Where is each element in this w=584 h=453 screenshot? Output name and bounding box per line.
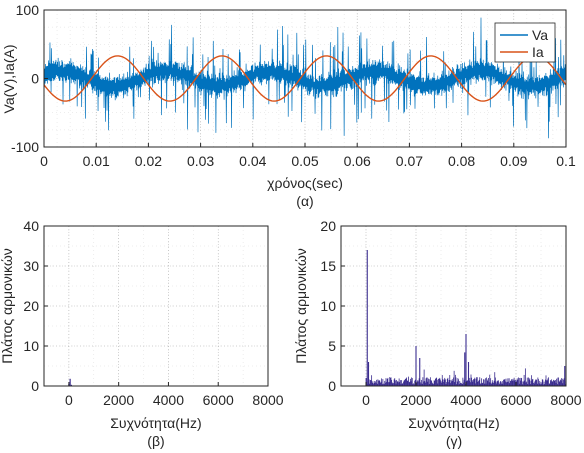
chart-a-xtick-label: 0 [40,153,48,169]
chart-a-x-ticks: 0 0.01 0.02 0.03 0.04 0.05 0.06 0.07 0.08 0.09 0.1 [40,143,576,169]
chart-c-ytick-label: 5 [328,338,336,354]
chart-a-legend: Va Ia [494,22,556,63]
legend-box [494,22,556,63]
chart-a-xlabel: χρόνος(sec) [267,175,343,191]
chart-b-xtick-label: 2000 [103,392,134,408]
chart-b-ytick-label: 40 [23,218,39,234]
chart-b-x-ticks: 0 2000 4000 6000 8000 [65,382,284,408]
chart-a-y-ticks: 100 0 -100 [11,2,48,155]
chart-a-xtick-label: 0.07 [396,153,423,169]
chart-c-y-ticks: 20 15 10 5 0 [320,218,345,394]
chart-c-bars [365,250,567,386]
chart-b-ytick-label: 20 [23,298,39,314]
chart-b-xtick-label: 6000 [203,392,234,408]
chart-b-ytick-label: 10 [23,338,39,354]
chart-spectrum-b: 0 2000 4000 6000 8000 40 30 20 10 0 Συχνότητα(Hz… [0,218,284,449]
chart-a-xtick-label: 0.03 [187,153,214,169]
chart-b-ytick-label: 0 [31,378,39,394]
series-va-line [43,17,567,139]
chart-a-xtick-label: 0.04 [239,153,266,169]
chart-a-ylabel: Va(V),Ia(A) [1,45,17,114]
chart-b-xlabel: Συχνότητα(Hz) [110,415,201,431]
chart-c-xtick-label: 4000 [450,392,481,408]
chart-b-ytick-label: 30 [23,258,39,274]
chart-c-xtick-label: 6000 [500,392,531,408]
chart-time-domain: 0 0.01 0.02 0.03 0.04 0.05 0.06 0.07 0.08 0.09 0.1… [1,2,576,209]
chart-a-xtick-label: 0.08 [448,153,475,169]
chart-a-xtick-label: 0.1 [556,153,576,169]
chart-a-xtick-label: 0.05 [291,153,318,169]
chart-c-caption: (γ) [446,433,462,449]
chart-a-xtick-label: 0.09 [500,153,527,169]
chart-c-xtick-label: 2000 [400,392,431,408]
legend-va-label: Va [532,27,548,43]
chart-spectrum-c: 0 2000 4000 6000 8000 20 15 10 5 0 Συχνότητα(Hz)… [293,218,582,449]
chart-a-xtick-label: 0.01 [83,153,110,169]
series-va [43,17,567,139]
chart-c-ytick-label: 20 [320,218,336,234]
chart-c-x-ticks: 0 2000 4000 6000 8000 [362,382,582,408]
chart-a-ytick-label: 100 [16,2,40,18]
chart-b-caption: (β) [147,433,164,449]
chart-c-ytick-label: 10 [320,298,336,314]
chart-a-xtick-label: 0.06 [344,153,371,169]
chart-c-ytick-label: 15 [320,258,336,274]
chart-b-xtick-label: 0 [65,392,73,408]
chart-c-grid [340,225,567,387]
chart-b-y-ticks: 40 30 20 10 0 [23,218,48,394]
chart-b-xtick-label: 8000 [252,392,283,408]
chart-b-grid [43,225,269,387]
chart-a-caption: (α) [296,193,313,209]
chart-c-xtick-label: 8000 [550,392,581,408]
chart-a-ytick-label: -100 [11,139,39,155]
chart-a-xtick-label: 0.02 [135,153,162,169]
chart-b-xtick-label: 4000 [153,392,184,408]
legend-ia-label: Ia [532,44,544,60]
chart-c-ylabel: Πλάτος αρμονικών [293,248,309,364]
chart-a-ytick-label: 0 [31,71,39,87]
chart-c-ytick-label: 0 [328,378,336,394]
chart-c-xtick-label: 0 [362,392,370,408]
chart-b-ylabel: Πλάτος αρμονικών [0,248,15,364]
series-ia [43,55,567,102]
chart-c-xlabel: Συχνότητα(Hz) [408,415,499,431]
